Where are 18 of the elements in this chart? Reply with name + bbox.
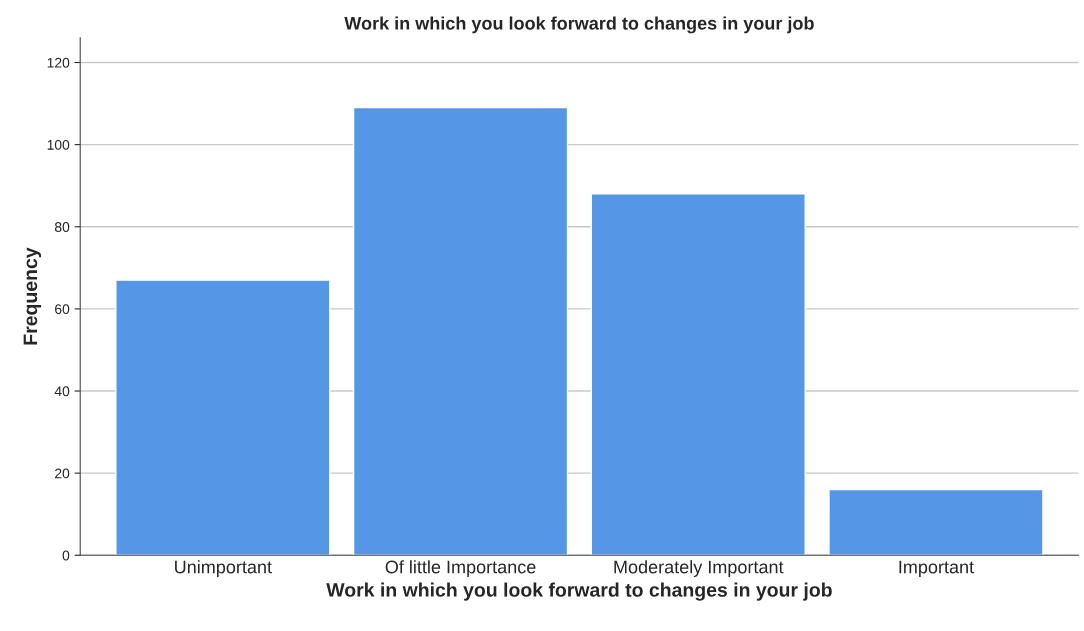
y-tick-label: 0: [62, 550, 70, 561]
x-axis-title: Work in which you look forward to changes in your job: [326, 582, 832, 601]
y-tick-label: 20: [55, 468, 70, 479]
x-tick-label: Unimportant: [175, 560, 272, 577]
y-tick-label: 60: [55, 304, 70, 315]
y-tick-label: 100: [47, 139, 70, 150]
y-tick-label: 120: [47, 57, 70, 68]
bar: [115, 279, 331, 556]
bar: [590, 193, 806, 556]
x-tick-label: Moderately Important: [614, 560, 784, 577]
bar: [352, 106, 569, 556]
y-axis-title: Frequency: [23, 247, 42, 345]
x-tick-label: Of little Importance: [385, 560, 536, 577]
y-tick-label: 40: [54, 386, 70, 397]
chart-title: Work in which you look forward to changes in your job: [344, 16, 814, 34]
y-tick-label: 80: [54, 222, 70, 232]
x-tick-label: Important: [899, 560, 974, 577]
bar: [828, 488, 1044, 556]
